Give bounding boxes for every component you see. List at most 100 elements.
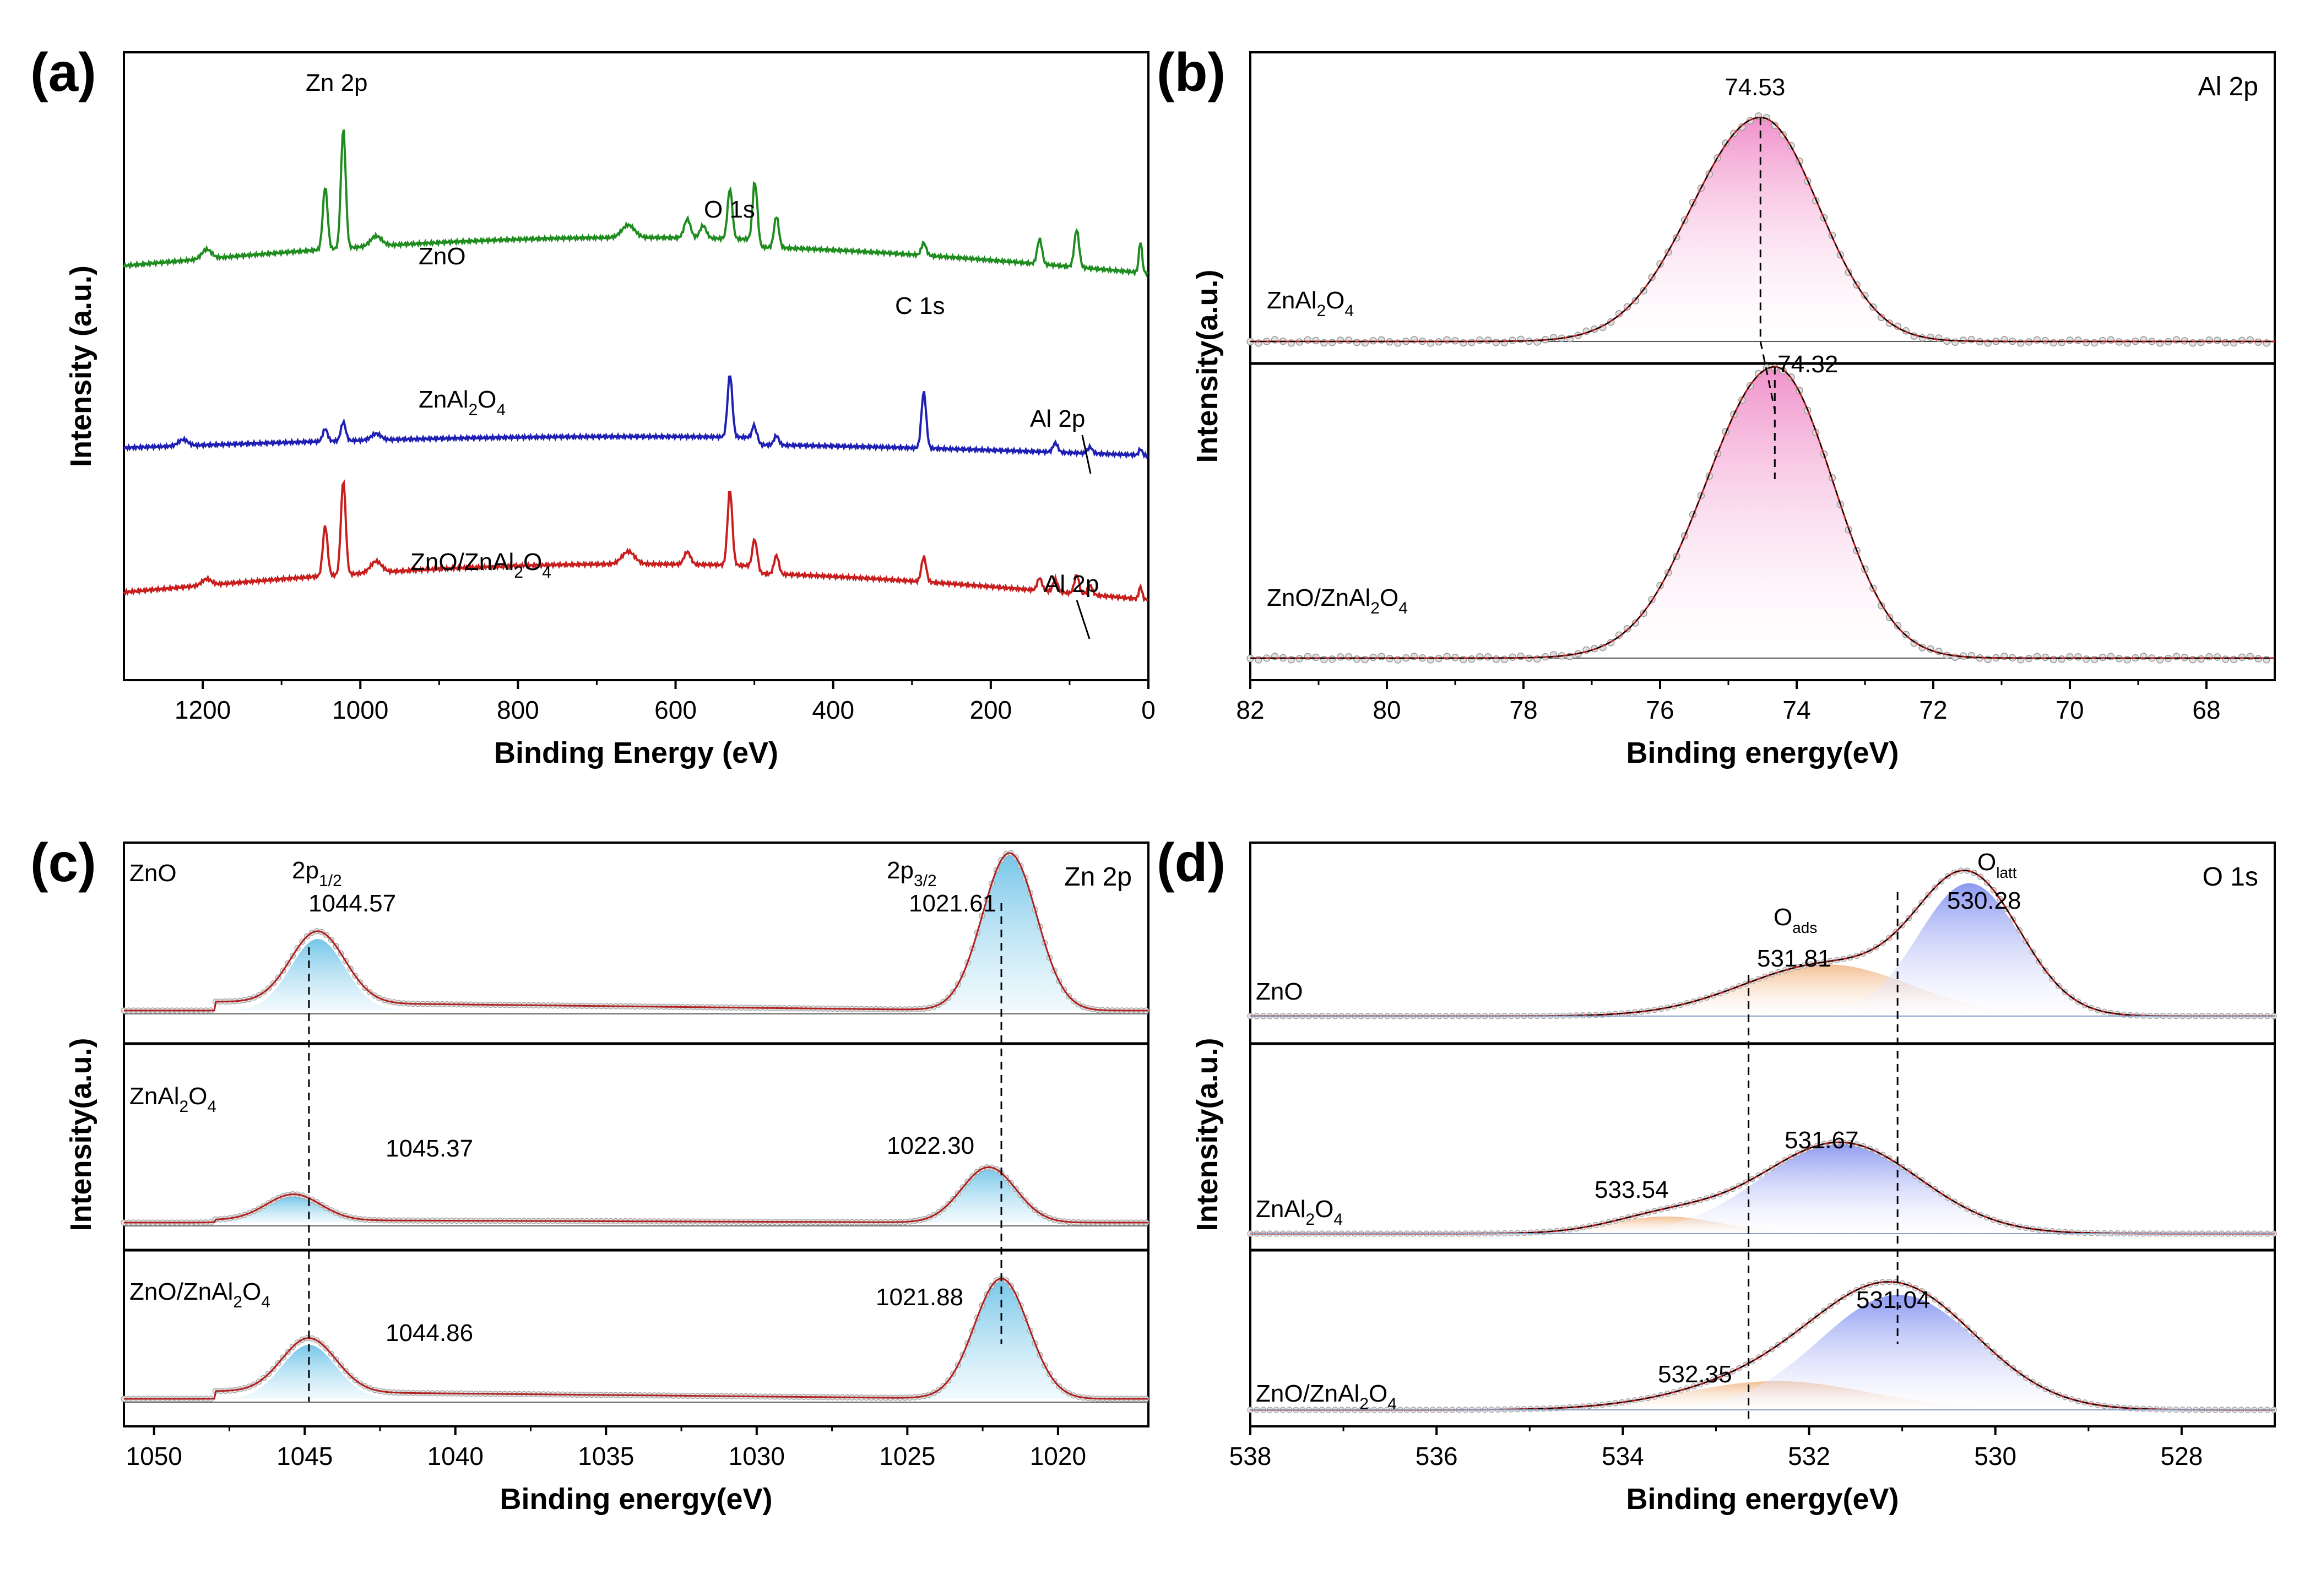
series-line-0 [123, 129, 1149, 278]
data-point [1492, 655, 1500, 663]
subscript: 2 [1305, 1210, 1315, 1229]
series-label: ZnO/ZnAl2O4 [410, 549, 551, 582]
data-point [2049, 339, 2057, 347]
sample-label: ZnO/ZnAl2O4 [129, 1278, 270, 1311]
text-span: O [1977, 849, 1996, 876]
subscript: 2 [514, 563, 523, 582]
x-axis-title: Binding energy(eV) [500, 1483, 772, 1516]
data-point [1476, 653, 1484, 661]
text-span: ZnAl [1256, 1196, 1305, 1223]
data-point [2049, 655, 2057, 664]
corner-label: Zn 2p [1064, 862, 1132, 892]
subscript: 2 [1316, 302, 1326, 320]
x-tick-label: 74 [1782, 696, 1810, 724]
x-tick-label: 72 [1919, 696, 1947, 724]
peak-label: 531.81 [1757, 945, 1831, 972]
panel-b: 82 80 78 76 74 72 70 68 Binding energy(eV) Intens… [1157, 42, 2276, 769]
x-tick-label: 600 [654, 696, 697, 724]
peak-annotation: O 1s [704, 196, 755, 223]
text-span: O [523, 549, 542, 576]
panel-letter: (c) [30, 832, 96, 893]
text-span: O [1326, 287, 1344, 314]
subscript: 2 [233, 1293, 242, 1311]
text-span: O [478, 386, 496, 413]
data-point [2205, 653, 2213, 661]
subscript: 4 [1398, 599, 1408, 617]
data-point [2197, 338, 2205, 346]
peak-label: 1045.37 [386, 1135, 473, 1162]
component-fill [1250, 964, 2275, 1016]
panel-c: 1050 1045 1040 1035 1030 1025 1020 Binding ener… [30, 832, 1149, 1516]
data-point [2090, 339, 2098, 347]
sample-label: ZnO/ZnAl2O4 [1267, 584, 1408, 617]
data-point [1878, 313, 1885, 322]
data-point [2074, 336, 2082, 344]
x-tick-label: 0 [1141, 696, 1156, 724]
text-span: ZnO [419, 243, 466, 270]
sample-label: ZnO [1256, 978, 1303, 1005]
peak-label: 1044.57 [308, 890, 396, 917]
peak-annotation: Al 2p [1030, 405, 1085, 432]
panel-d: 538 536 534 532 530 528 Binding energy(eV) Inte… [1157, 832, 2277, 1516]
text-span: ZnAl [129, 1083, 179, 1110]
arrow [1076, 600, 1091, 639]
data-point [2083, 339, 2090, 346]
peak-label: 1021.61 [909, 890, 996, 917]
panel-letter: (a) [30, 42, 96, 102]
subscript: 4 [261, 1293, 270, 1311]
data-point [1468, 655, 1476, 663]
sample-label: ZnAl2O4 [1256, 1196, 1343, 1229]
x-tick-label: 536 [1416, 1442, 1458, 1470]
subscript: 3/2 [914, 872, 937, 890]
x-tick-label: 68 [2192, 696, 2220, 724]
data-point [1344, 653, 1353, 661]
data-point [1476, 336, 1484, 344]
data-point [1361, 655, 1369, 664]
peak-label: 1021.88 [876, 1284, 963, 1311]
x-tick-label: 538 [1229, 1442, 1272, 1470]
peak-annotation: Al 2p [1044, 571, 1099, 598]
peak-label: 533.54 [1595, 1176, 1669, 1203]
x-axis-title: Binding Energy (eV) [494, 736, 778, 769]
data-point [1328, 339, 1336, 346]
x-tick-label: 82 [1236, 696, 1264, 724]
peak-fill [212, 939, 424, 1011]
component-fill [1250, 883, 2275, 1016]
x-tick-label: 1030 [729, 1442, 785, 1470]
x-tick-label: 200 [969, 696, 1012, 724]
orbital-label: 2p1/2 [292, 857, 342, 890]
sample-label: ZnAl2O4 [1267, 287, 1354, 320]
data-point [1492, 338, 1500, 346]
subscript: 2 [1359, 1395, 1369, 1413]
data-point [1500, 655, 1509, 664]
text-span: O [242, 1278, 261, 1305]
peak-label: 532.35 [1658, 1361, 1732, 1388]
envelope-line [1250, 366, 2275, 659]
x-tick-label: 1050 [126, 1442, 182, 1470]
text-span: 2p [292, 857, 319, 884]
data-point [2221, 655, 2230, 663]
data-point [2238, 336, 2246, 345]
x-tick-label: 530 [1974, 1442, 2016, 1470]
x-tick-label: 400 [812, 696, 854, 724]
peak-label: 531.04 [1856, 1286, 1931, 1313]
fit-line [124, 1278, 1148, 1400]
data-point [2090, 655, 2098, 664]
data-point [2197, 655, 2205, 663]
peak-label: 531.67 [1785, 1127, 1859, 1154]
data-point [1320, 339, 1328, 347]
panel-letter: (b) [1157, 42, 1226, 102]
fit-line [124, 852, 1148, 1012]
data-point [2214, 336, 2221, 344]
data-point [2074, 653, 2082, 661]
x-tick-label: 76 [1646, 696, 1674, 724]
corner-label: O 1s [2203, 862, 2258, 892]
x-tick-label: 80 [1373, 696, 1401, 724]
subscript: 4 [1344, 302, 1354, 320]
peak-label: 1044.86 [386, 1320, 473, 1347]
series-line-2 [123, 479, 1148, 602]
plot-frame [123, 51, 1149, 681]
sample-label: ZnO/ZnAl2O4 [1256, 1380, 1397, 1413]
subscript: 2 [468, 401, 478, 419]
